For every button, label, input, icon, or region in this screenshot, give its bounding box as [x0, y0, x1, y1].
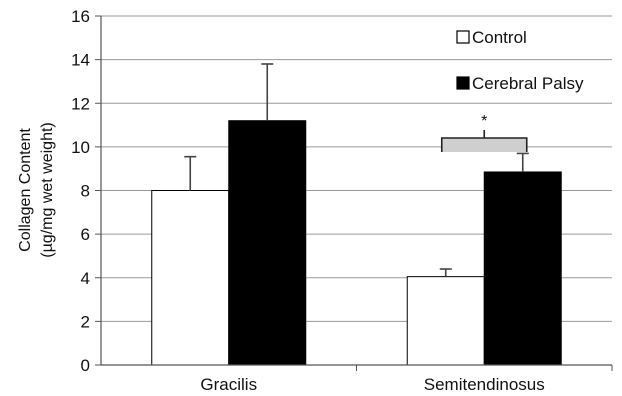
bar-control-gracilis	[151, 190, 230, 366]
y-tick-label: 12	[71, 94, 90, 113]
bars	[151, 120, 562, 366]
bar-cerebral-palsy-semitendinosus	[483, 171, 562, 366]
significance-star: *	[481, 113, 487, 130]
x-axis-labels: Gracilis Semitendinosus	[200, 375, 544, 394]
y-axis-title-line: Collagen Content	[17, 128, 34, 252]
y-tick-label: 16	[71, 7, 90, 26]
y-axis-ticks: 0 2 4 6 8 10 12 14 16	[71, 7, 101, 375]
bar-cerebral-palsy-gracilis	[228, 120, 307, 366]
significance-bracket	[440, 137, 528, 152]
y-tick-label: 2	[81, 312, 90, 331]
legend: Control Cerebral Palsy	[456, 28, 584, 93]
y-tick-label: 6	[81, 225, 90, 244]
x-category-label: Semitendinosus	[424, 375, 545, 394]
y-tick-label: 4	[81, 269, 90, 288]
legend-swatch-control	[456, 30, 470, 44]
legend-swatch-cerebral-palsy	[456, 76, 470, 90]
y-tick-label: 0	[81, 356, 90, 375]
legend-label: Cerebral Palsy	[472, 74, 584, 93]
axes	[100, 16, 613, 371]
x-category-label: Gracilis	[200, 375, 257, 394]
y-tick-label: 14	[71, 51, 90, 70]
annotations: *	[440, 113, 528, 152]
y-axis-title: Collagen Content (µg/mg wet weight)	[17, 122, 56, 257]
y-axis-title-line: (µg/mg wet weight)	[39, 122, 56, 257]
y-tick-label: 10	[71, 138, 90, 157]
bar-control-semitendinosus	[406, 276, 485, 366]
legend-label: Control	[472, 28, 527, 47]
y-tick-label: 8	[81, 182, 90, 201]
error-bars	[184, 63, 529, 277]
